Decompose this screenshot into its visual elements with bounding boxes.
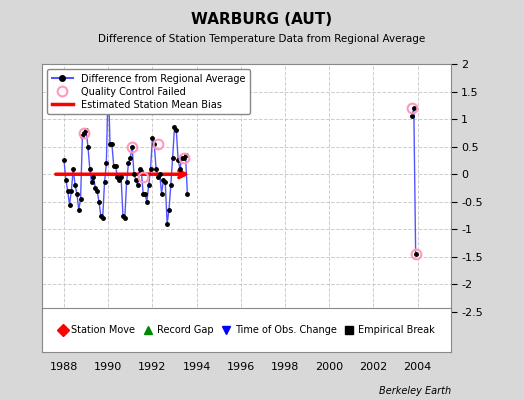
Text: 2000: 2000 [315,362,343,372]
Text: 1990: 1990 [94,362,122,372]
Text: 1994: 1994 [182,362,211,372]
Text: 2002: 2002 [359,362,387,372]
Text: Berkeley Earth: Berkeley Earth [378,386,451,396]
Legend: Difference from Regional Average, Quality Control Failed, Estimated Station Mean: Difference from Regional Average, Qualit… [47,69,250,114]
Text: Difference of Station Temperature Data from Regional Average: Difference of Station Temperature Data f… [99,34,425,44]
Text: 1988: 1988 [50,362,78,372]
Text: 1996: 1996 [227,362,255,372]
Text: 1998: 1998 [271,362,299,372]
Legend: Station Move, Record Gap, Time of Obs. Change, Empirical Break: Station Move, Record Gap, Time of Obs. C… [54,321,439,339]
Text: 1992: 1992 [138,362,167,372]
Text: WARBURG (AUT): WARBURG (AUT) [191,12,333,27]
Text: 2004: 2004 [403,362,432,372]
